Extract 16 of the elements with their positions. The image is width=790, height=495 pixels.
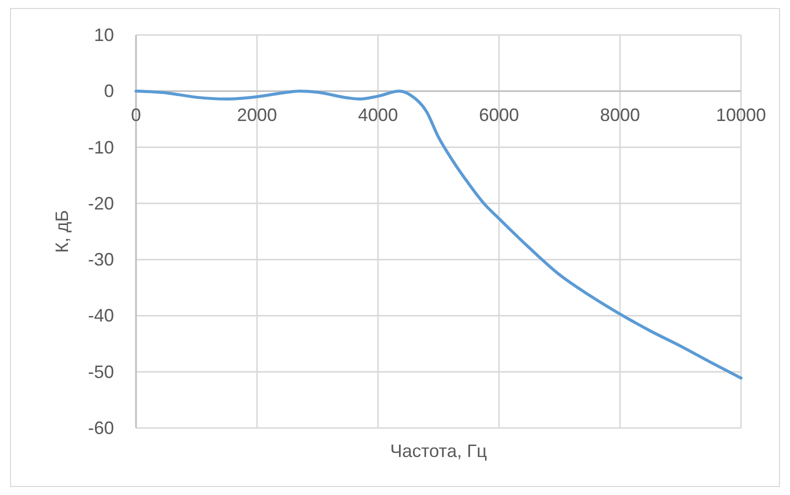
- y-axis-title: К, дБ: [52, 210, 72, 253]
- y-tick-label: -30: [88, 250, 114, 270]
- x-tick-label: 2000: [236, 105, 278, 126]
- y-tick-label: -40: [88, 306, 114, 326]
- x-axis-title: Частота, Гц: [390, 441, 487, 461]
- y-tick-label: -60: [88, 418, 114, 438]
- y-tick-label: -20: [88, 193, 114, 214]
- x-tick-label: 4000: [358, 105, 398, 126]
- y-tick-label: 10: [94, 25, 114, 45]
- x-tick-label: 0: [130, 105, 142, 126]
- x-tick-label: 10000: [716, 105, 766, 126]
- y-tick-label: -10: [88, 137, 114, 158]
- x-tick-label: 6000: [478, 105, 520, 126]
- x-tick-label: 8000: [600, 105, 640, 126]
- y-tick-label: 0: [104, 81, 114, 102]
- y-tick-label: -50: [88, 362, 114, 382]
